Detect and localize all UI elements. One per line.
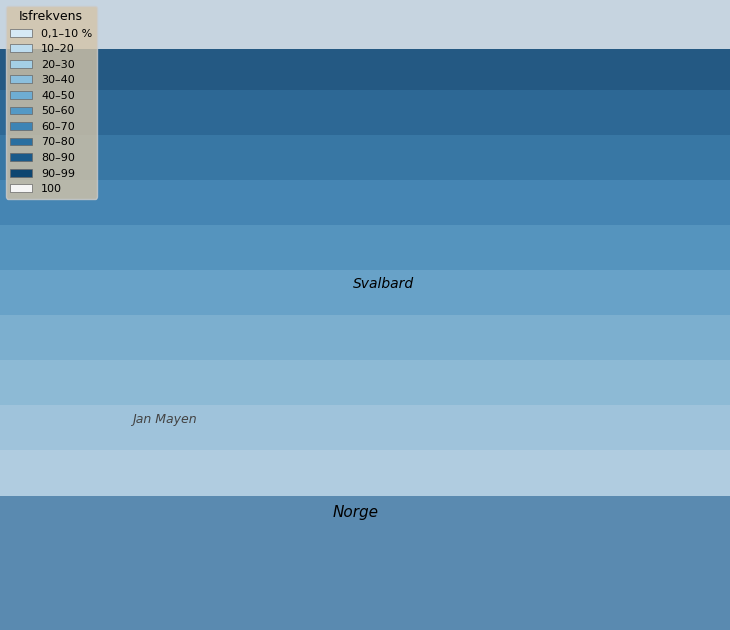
Legend: 0,1–10 %, 10–20, 20–30, 30–40, 40–50, 50–60, 60–70, 70–80, 80–90, 90–99, 100: 0,1–10 %, 10–20, 20–30, 30–40, 40–50, 50… (6, 6, 97, 198)
Text: Norge: Norge (333, 505, 379, 520)
Text: Jan Mayen: Jan Mayen (132, 413, 196, 426)
Text: Svalbard: Svalbard (353, 277, 414, 291)
